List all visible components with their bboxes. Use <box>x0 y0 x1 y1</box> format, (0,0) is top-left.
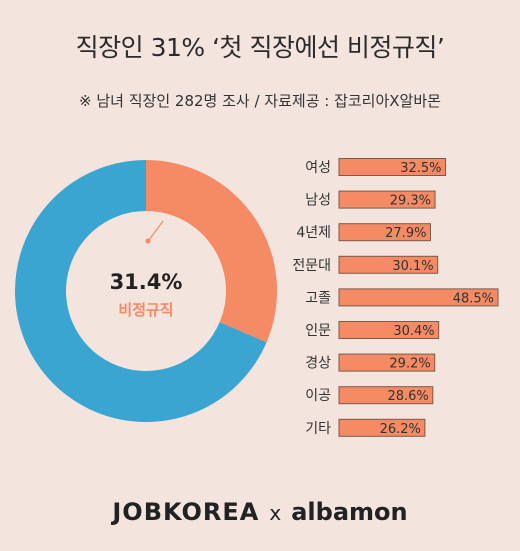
bar <box>338 190 436 209</box>
bar-category-label: 4년제 <box>296 225 331 241</box>
bar-category-label: 인문 <box>305 323 331 339</box>
chart-subtitle: ※ 남녀 직장인 282명 조사 / 자료제공 : 잡코리아X알바몬 <box>79 92 441 110</box>
donut-slice-1 <box>14 160 267 423</box>
bar <box>338 386 434 405</box>
donut-leader-dot <box>145 238 151 244</box>
bar <box>338 223 431 242</box>
chart-title: 직장인 31% ‘첫 직장에선 비정규직’ <box>75 33 445 62</box>
donut-slice-0 <box>146 160 278 343</box>
albamon-logo: albamon <box>291 498 408 526</box>
bar-category-label: 고졸 <box>305 290 331 306</box>
logo-separator: x <box>269 501 282 525</box>
bar-value-label: 27.9% <box>385 226 426 241</box>
bar <box>338 158 447 176</box>
bar-category-label: 이공 <box>305 388 331 404</box>
bar-category-label: 전문대 <box>292 258 331 274</box>
bar <box>338 418 426 437</box>
donut-center-label: 비정규직 <box>118 301 173 319</box>
bar-value-label: 26.2% <box>380 422 421 437</box>
bar <box>338 321 440 339</box>
bar <box>338 288 499 307</box>
bar-category-label: 여성 <box>305 160 331 176</box>
bar-value-label: 28.6% <box>387 389 428 404</box>
bar <box>338 353 436 372</box>
donut-center-value: 31.4% <box>110 270 183 294</box>
bar-value-label: 30.1% <box>392 259 433 274</box>
bar-value-label: 29.2% <box>389 357 430 372</box>
bar-value-label: 30.4% <box>393 324 434 339</box>
bar-category-label: 경상 <box>305 356 331 372</box>
bar-value-label: 32.5% <box>400 161 441 176</box>
bar-category-label: 남성 <box>305 193 331 209</box>
bar-category-label: 기타 <box>305 421 331 437</box>
bar-value-label: 29.3% <box>390 194 431 209</box>
footer-logos: JOBKOREA x albamon <box>0 498 520 526</box>
bar <box>338 255 439 274</box>
donut-leader-line <box>148 220 164 241</box>
bar-value-label: 48.5% <box>453 291 494 306</box>
jobkorea-logo: JOBKOREA <box>112 498 260 526</box>
